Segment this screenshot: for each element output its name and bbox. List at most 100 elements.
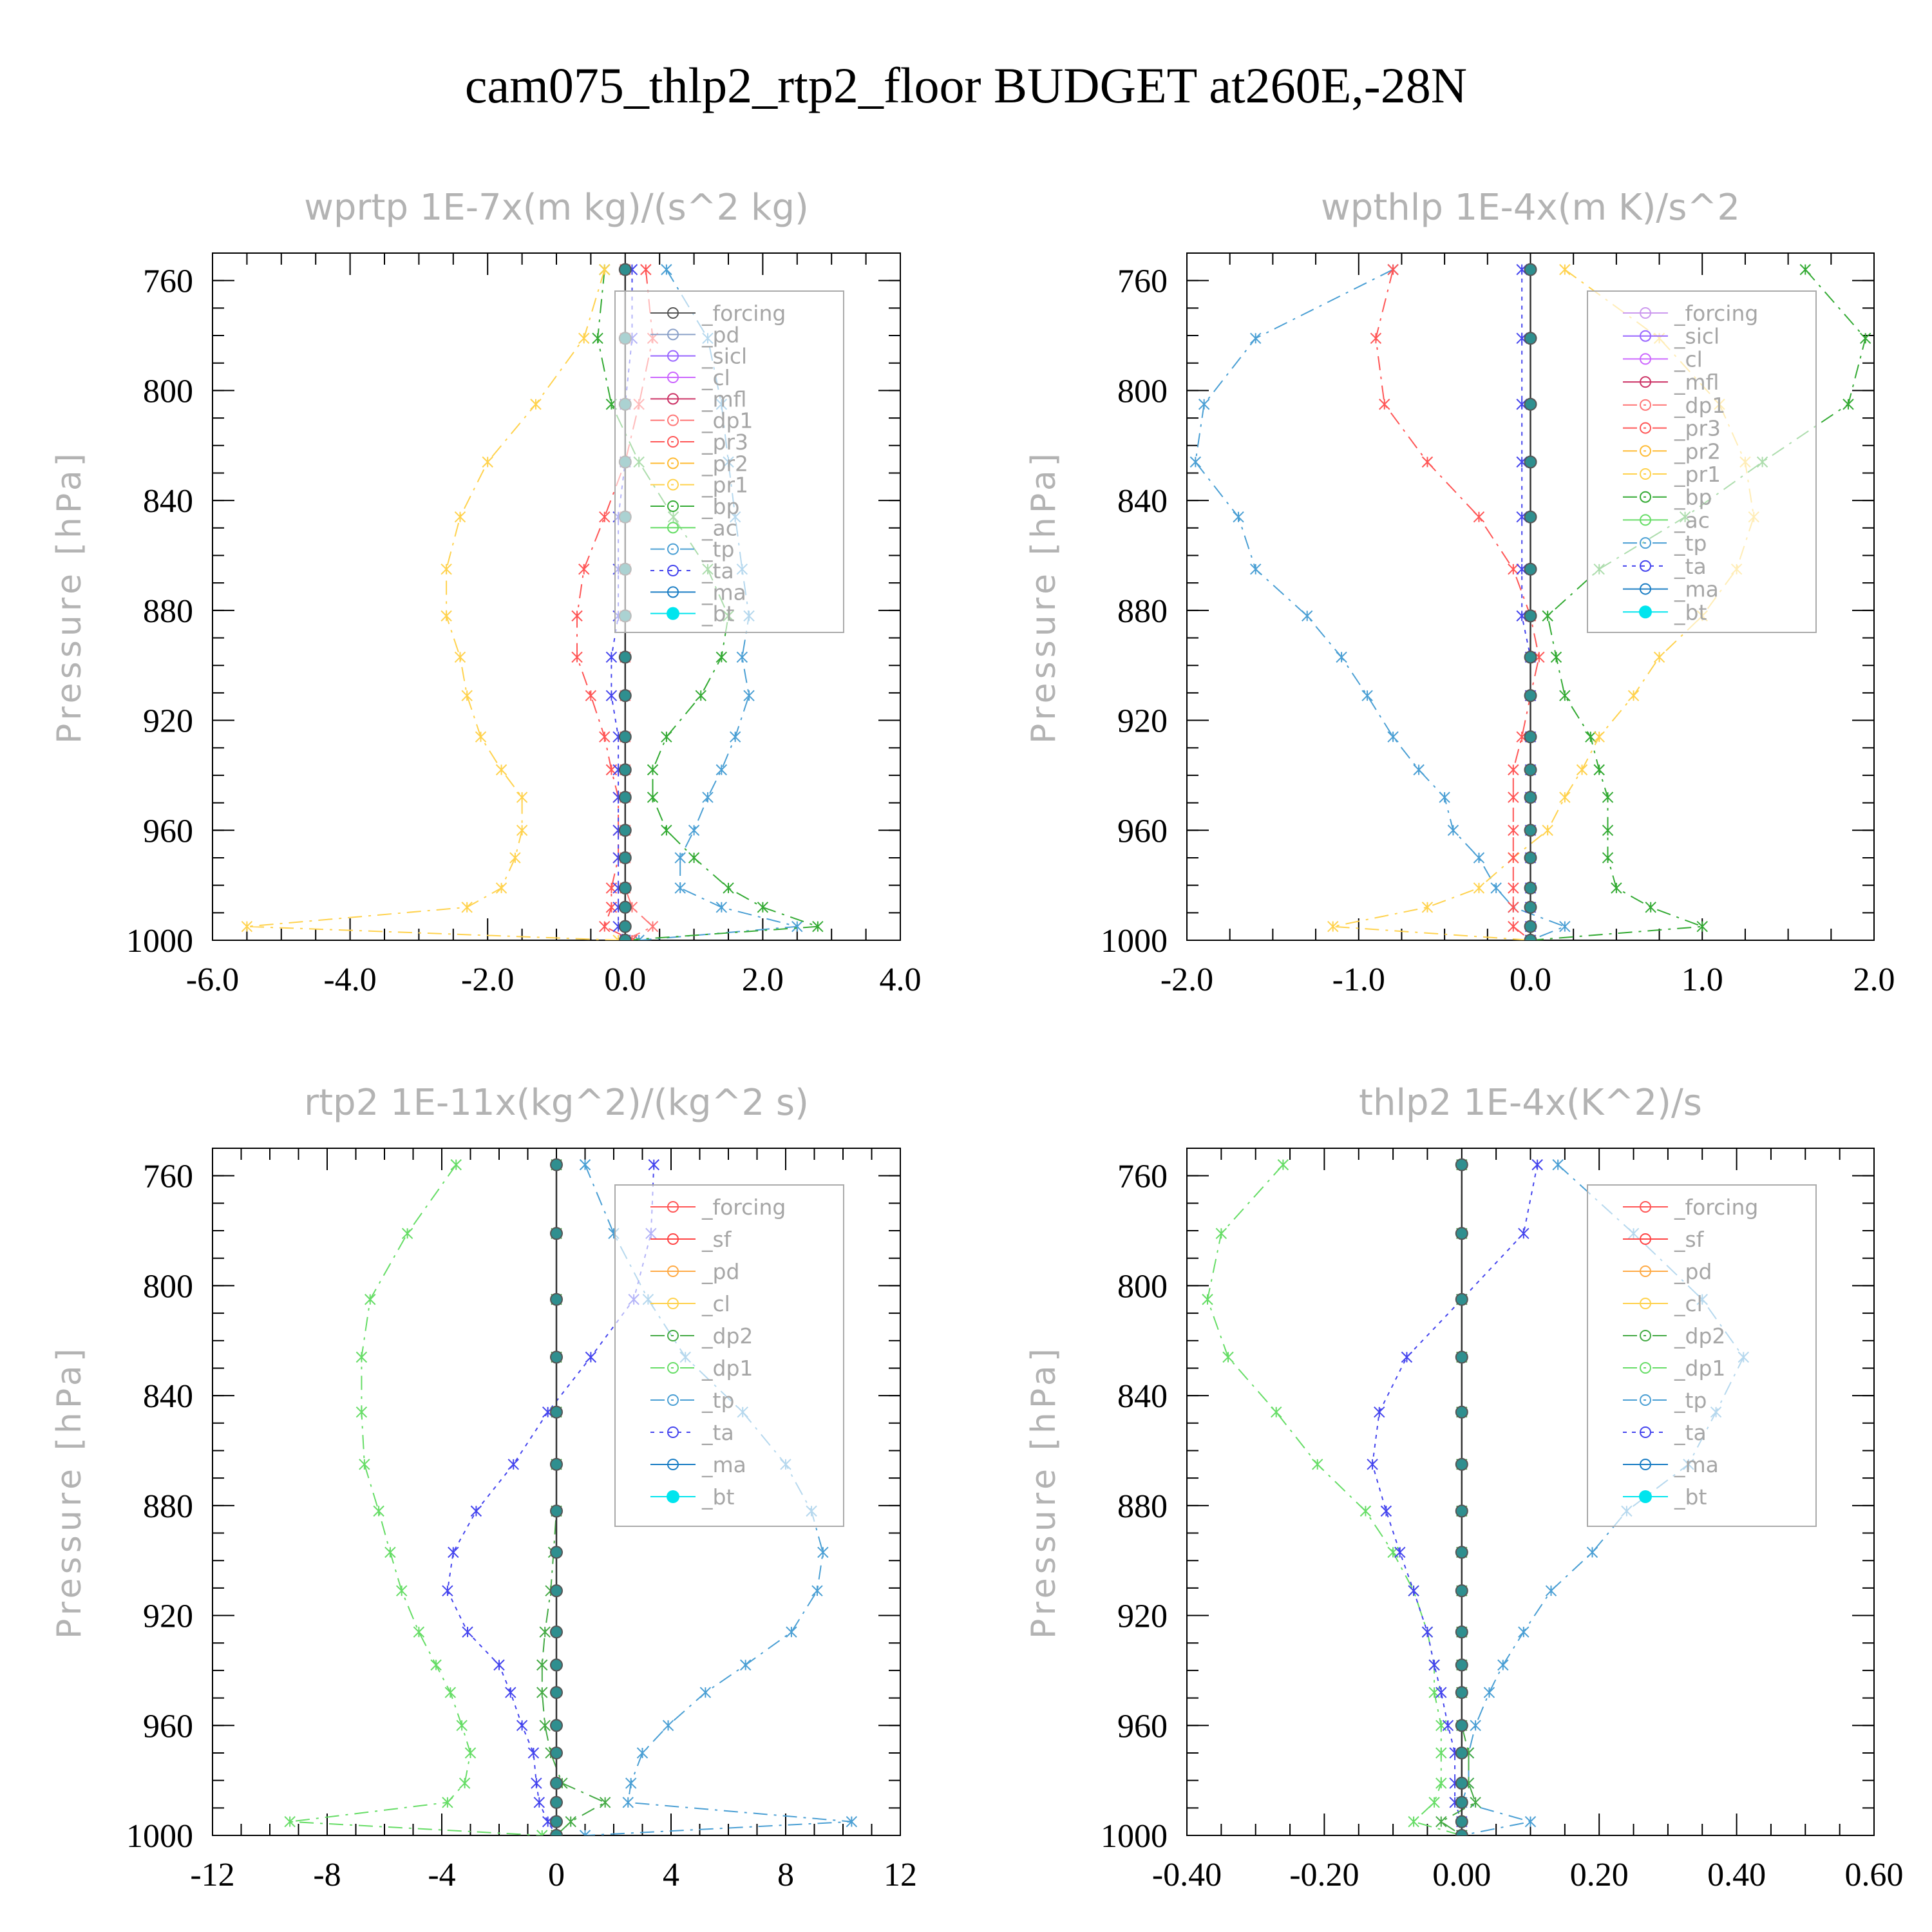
data-point: [1215, 1227, 1227, 1240]
data-point: [413, 1626, 425, 1638]
legend-label: _dp1: [701, 1356, 753, 1381]
data-point: [1421, 902, 1434, 913]
legend-marker: [667, 1233, 679, 1245]
data-point: [1439, 791, 1450, 803]
data-point: [786, 1626, 797, 1638]
data-point: [550, 1546, 563, 1559]
legend-label: _pr2: [1674, 439, 1721, 464]
legend-marker: [1640, 1394, 1651, 1406]
series-line: [1439, 1164, 1477, 1835]
legend-marker: [667, 1330, 679, 1341]
series-line: [541, 1164, 607, 1835]
data-point: [605, 690, 618, 701]
data-point: [1367, 1459, 1378, 1470]
data-point: [1593, 731, 1605, 743]
data-point: [1387, 263, 1399, 276]
y-axis-label: Pressure [hPa]: [1025, 450, 1063, 744]
data-point: [550, 1795, 563, 1809]
legend-label: _ac: [701, 515, 737, 540]
data-point: [1602, 852, 1614, 864]
data-point: [729, 731, 741, 743]
data-point: [454, 651, 466, 663]
data-point: [550, 1457, 563, 1471]
data-point: [1428, 1797, 1440, 1808]
data-point: [355, 1406, 368, 1418]
legend-label: _pr1: [1674, 462, 1721, 487]
data-point: [459, 1777, 471, 1789]
legend-marker: [1640, 1459, 1651, 1470]
y-tick-label: 760: [143, 263, 193, 300]
legend-label: _ma: [1674, 577, 1719, 602]
legend-box: [614, 1184, 844, 1527]
data-point: [1483, 1687, 1495, 1698]
data-point: [505, 1687, 516, 1698]
data-point: [456, 1719, 468, 1731]
data-point: [1455, 1746, 1468, 1759]
data-point: [599, 731, 611, 743]
data-point: [1455, 1815, 1468, 1828]
legend-marker: [667, 478, 679, 491]
data-point: [636, 1747, 649, 1759]
data-point: [442, 1797, 453, 1808]
data-point: [1524, 881, 1537, 895]
data-point: [516, 1719, 528, 1731]
data-point: [661, 824, 672, 836]
legend-label: _pd: [1674, 1259, 1712, 1284]
plot-area: [1202, 1158, 1749, 1835]
data-point: [1524, 934, 1537, 940]
data-point: [661, 263, 672, 276]
data-point: [516, 791, 528, 803]
data-point: [536, 1830, 548, 1835]
data-point: [1374, 1406, 1385, 1418]
legend-label: _bt: [1674, 1484, 1707, 1510]
legend-marker: [667, 350, 679, 362]
data-point: [1455, 1457, 1468, 1471]
legend-label: _ma: [701, 1452, 746, 1477]
data-point: [578, 564, 590, 575]
data-point: [618, 824, 632, 837]
data-point: [1380, 1505, 1392, 1517]
data-point: [1455, 1719, 1468, 1732]
data-point: [1586, 1546, 1598, 1558]
legend-marker: [1640, 1233, 1651, 1245]
y-axis-label: Pressure [hPa]: [50, 1345, 89, 1639]
data-point: [1524, 455, 1537, 469]
data-point: [578, 332, 590, 345]
data-point: [1455, 1293, 1468, 1306]
legend-marker: [667, 586, 679, 598]
data-point: [618, 650, 632, 664]
data-point: [550, 1350, 563, 1364]
data-point: [1435, 1777, 1447, 1789]
legend-label: _tp: [1674, 531, 1707, 556]
legend-label: _pr2: [701, 451, 748, 476]
data-point: [527, 1747, 540, 1759]
y-tick-label: 920: [143, 1598, 193, 1635]
data-point: [1508, 902, 1519, 913]
data-point: [461, 902, 473, 913]
legend-marker: [667, 1362, 679, 1374]
x-tick-label: 4.0: [880, 961, 922, 998]
y-tick-label: 760: [1117, 1159, 1168, 1195]
series-bt: [1524, 263, 1537, 940]
legend-marker: [1640, 583, 1651, 595]
x-tick-label: -0.40: [1152, 1857, 1222, 1893]
data-point: [1435, 1815, 1447, 1828]
data-point: [605, 651, 618, 663]
data-point: [533, 1797, 545, 1808]
data-point: [550, 1293, 563, 1306]
data-point: [618, 851, 632, 864]
data-point: [493, 1659, 505, 1671]
y-tick-label: 1000: [126, 923, 193, 960]
panel-title: thlp2 1E-4x(K^2)/s: [1359, 1082, 1702, 1124]
data-point: [618, 900, 632, 914]
data-point: [618, 881, 632, 895]
data-point: [440, 564, 452, 575]
x-tick-label: 0.20: [1570, 1857, 1629, 1893]
data-point: [1627, 690, 1640, 701]
legend-label: _dp1: [1674, 393, 1725, 418]
data-point: [1542, 824, 1553, 836]
legend-marker: [667, 565, 679, 576]
data-point: [1508, 791, 1519, 803]
data-point: [647, 920, 659, 933]
legend-label: _forcing: [701, 301, 786, 326]
